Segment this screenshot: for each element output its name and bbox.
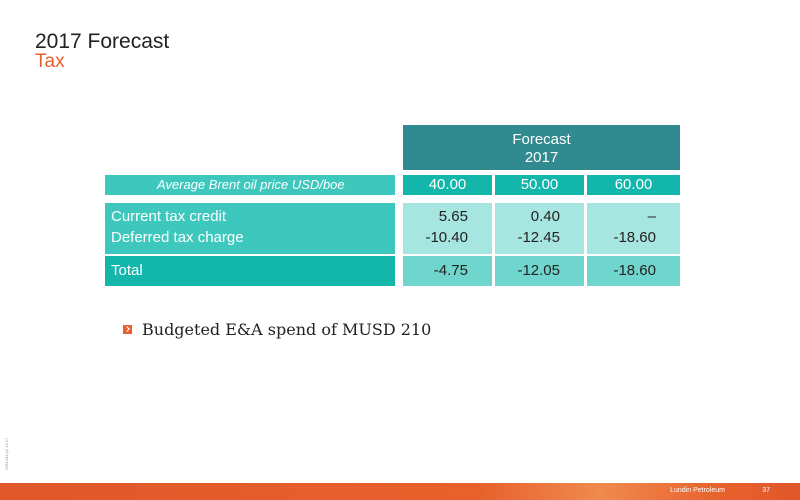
tax-items-col-50: 0.40 -12.45 [495, 203, 584, 254]
tax-items-labels: Current tax credit Deferred tax charge [105, 203, 395, 254]
deferred-tax-charge-50: -12.45 [517, 229, 560, 246]
current-tax-credit-50: 0.40 [530, 208, 560, 225]
deferred-tax-charge-40: -10.40 [425, 229, 468, 246]
bullet-item: Budgeted E&A spend of MUSD 210 [123, 320, 431, 339]
total-label: Total [105, 256, 395, 286]
page-number: 37 [762, 487, 770, 494]
footer-brand: Lundin Petroleum [670, 487, 725, 494]
oil-price-40: 40.00 [403, 175, 492, 195]
forecast-header-year: 2017 [524, 149, 559, 166]
current-tax-credit-60: – [647, 208, 656, 225]
bullet-text: Budgeted E&A spend of MUSD 210 [142, 320, 432, 339]
tax-items-col-40: 5.65 -10.40 [403, 203, 492, 254]
bullet-arrow-icon [123, 325, 132, 334]
oil-price-60: 60.00 [587, 175, 680, 195]
tax-items-col-60: – -18.60 [587, 203, 680, 254]
footer-bar: Lundin Petroleum 37 [0, 483, 800, 500]
deferred-tax-charge-60: -18.60 [613, 229, 656, 246]
oil-price-50: 50.00 [495, 175, 584, 195]
total-40: -4.75 [403, 256, 492, 286]
document-code: WR1284 p9 12.17 [4, 437, 9, 470]
slide-subtitle: Tax [35, 51, 65, 72]
deferred-tax-charge-label: Deferred tax charge [111, 229, 244, 246]
slide-title: 2017 Forecast [35, 30, 170, 53]
oil-price-label: Average Brent oil price USD/boe [105, 175, 395, 195]
forecast-header: Forecast 2017 [403, 125, 680, 170]
total-50: -12.05 [495, 256, 584, 286]
total-60: -18.60 [587, 256, 680, 286]
forecast-header-label: Forecast [512, 131, 571, 148]
current-tax-credit-40: 5.65 [438, 208, 468, 225]
current-tax-credit-label: Current tax credit [111, 208, 227, 225]
